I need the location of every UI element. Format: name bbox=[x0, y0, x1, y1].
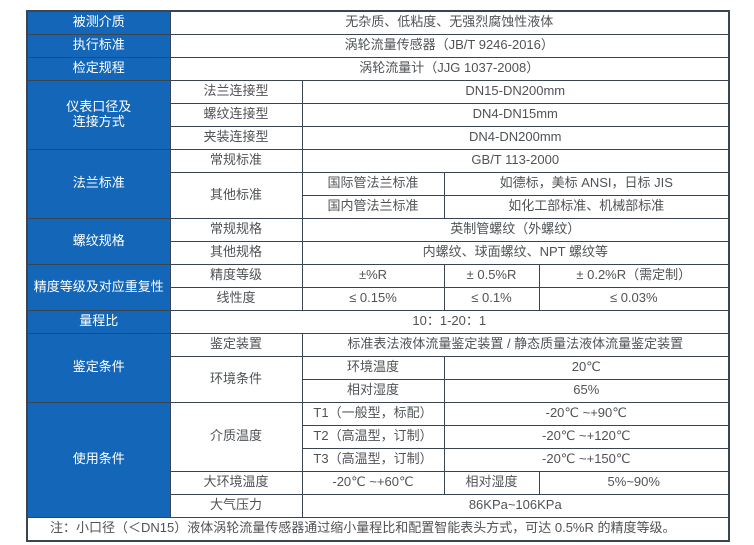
cell-linearity-3: ≤ 0.03% bbox=[538, 286, 730, 311]
cell-clamp-connection-label: 夹装连接型 bbox=[169, 125, 303, 150]
table-row: 相对湿度 65% bbox=[27, 378, 730, 403]
cell-t2-value: -20℃ ~+120℃ bbox=[443, 424, 730, 449]
flow-sensor-spec-table: 被测介质 无杂质、低粘度、无强烈腐蚀性液体 执行标准 涡轮流量传感器（JB/T … bbox=[26, 10, 731, 542]
table-row: 精度等级及对应重复性 精度等级 ±%R ± 0.5%R ± 0.2%R（需定制） bbox=[26, 263, 730, 311]
table-row: 夹装连接型 DN4-DN200mm bbox=[27, 125, 730, 150]
row-label-usage-condition: 使用条件 bbox=[26, 401, 171, 518]
table-row: 仪表口径及 连接方式 法兰连接型 DN15-DN200mm bbox=[26, 79, 730, 150]
cell-env-condition-label: 环境条件 bbox=[169, 355, 303, 403]
cell-ambient-temp-value: -20℃ ~+60℃ bbox=[301, 470, 445, 495]
table-row: 法兰标准 常规标准 GB/T 113-2000 bbox=[26, 148, 730, 219]
cell-linearity-1: ≤ 0.15% bbox=[301, 286, 445, 311]
cell-domestic-flange-label: 国内管法兰标准 bbox=[301, 194, 445, 219]
cell-t3-label: T3（高温型，订制） bbox=[301, 447, 445, 472]
cell-flange-connection-label: 法兰连接型 bbox=[169, 79, 303, 104]
row-label-verification-regulation: 检定规程 bbox=[26, 56, 171, 81]
cell-accuracy-grade-label: 精度等级 bbox=[169, 263, 303, 288]
cell-thread-connection-label: 螺纹连接型 bbox=[169, 102, 303, 127]
table-row: T3（高温型，订制） -20℃ ~+150℃ bbox=[27, 447, 730, 472]
table-row: 螺纹连接型 DN4-DN15mm bbox=[27, 102, 730, 127]
cell-ambient-temp-label: 大环境温度 bbox=[169, 470, 303, 495]
table-row: 被测介质 无杂质、低粘度、无强烈腐蚀性液体 bbox=[26, 10, 730, 35]
row-label-thread-spec: 螺纹规格 bbox=[26, 217, 171, 265]
cell-accuracy-grade-3: ± 0.2%R（需定制） bbox=[538, 263, 730, 288]
cell-verification-device-label: 鉴定装置 bbox=[169, 332, 303, 357]
table-row: 其他标准 国际管法兰标准 如德标，美标 ANSI，日标 JIS bbox=[27, 171, 730, 219]
row-label-flange-standard: 法兰标准 bbox=[26, 148, 171, 219]
row-label-diameter-connection: 仪表口径及 连接方式 bbox=[26, 79, 171, 150]
cell-execution-standard-value: 涡轮流量传感器（JB/T 9246-2016） bbox=[169, 33, 730, 58]
table-row: 注：小口径（＜DN15）液体涡轮流量传感器通过缩小量程比和配置智能表头方式，可达… bbox=[26, 516, 730, 542]
cell-env-humidity-label: 相对湿度 bbox=[301, 378, 445, 403]
cell-t1-value: -20℃ ~+90℃ bbox=[443, 401, 730, 426]
cell-env-temperature-value: 20℃ bbox=[443, 355, 730, 380]
cell-domestic-flange-value: 如化工部标准、机械部标准 bbox=[443, 194, 730, 219]
cell-regular-spec-label: 常规规格 bbox=[169, 217, 303, 242]
row-label-execution-standard: 执行标准 bbox=[26, 33, 171, 58]
table-row: 执行标准 涡轮流量传感器（JB/T 9246-2016） bbox=[26, 33, 730, 58]
cell-pressure-label: 大气压力 bbox=[169, 493, 303, 518]
table-row: 大环境温度 -20℃ ~+60℃ 相对湿度 5%~90% bbox=[27, 470, 730, 495]
row-label-verification-condition: 鉴定条件 bbox=[26, 332, 171, 403]
cell-regular-spec-value: 英制管螺纹（外螺纹） bbox=[301, 217, 730, 242]
table-row: 其他规格 内螺纹、球面螺纹、NPT 螺纹等 bbox=[27, 240, 730, 265]
row-label-accuracy-repeatability: 精度等级及对应重复性 bbox=[26, 263, 171, 311]
cell-ambient-humidity-label: 相对湿度 bbox=[443, 470, 540, 495]
cell-intl-flange-value: 如德标，美标 ANSI，日标 JIS bbox=[443, 171, 730, 196]
cell-t3-value: -20℃ ~+150℃ bbox=[443, 447, 730, 472]
footnote: 注：小口径（＜DN15）液体涡轮流量传感器通过缩小量程比和配置智能表头方式，可达… bbox=[26, 516, 730, 542]
cell-other-standard-label: 其他标准 bbox=[169, 171, 303, 219]
cell-other-spec-value: 内螺纹、球面螺纹、NPT 螺纹等 bbox=[301, 240, 730, 265]
cell-verification-device-value: 标准表法液体流量鉴定装置 / 静态质量法液体流量鉴定装置 bbox=[301, 332, 730, 357]
cell-t1-label: T1（一般型，标配） bbox=[301, 401, 445, 426]
table-row: 线性度 ≤ 0.15% ≤ 0.1% ≤ 0.03% bbox=[27, 286, 730, 311]
cell-env-temperature-label: 环境温度 bbox=[301, 355, 445, 380]
cell-medium-temp-label: 介质温度 bbox=[169, 401, 303, 472]
cell-ambient-humidity-value: 5%~90% bbox=[538, 470, 730, 495]
cell-intl-flange-label: 国际管法兰标准 bbox=[301, 171, 445, 196]
cell-t2-label: T2（高温型，订制） bbox=[301, 424, 445, 449]
cell-flange-connection-value: DN15-DN200mm bbox=[301, 79, 730, 104]
cell-measured-medium-value: 无杂质、低粘度、无强烈腐蚀性液体 bbox=[169, 10, 730, 35]
table-row: 国内管法兰标准 如化工部标准、机械部标准 bbox=[27, 194, 730, 219]
cell-env-humidity-value: 65% bbox=[443, 378, 730, 403]
cell-accuracy-grade-1: ±%R bbox=[301, 263, 445, 288]
cell-other-spec-label: 其他规格 bbox=[169, 240, 303, 265]
cell-linearity-label: 线性度 bbox=[169, 286, 303, 311]
table-row: 检定规程 涡轮流量计（JJG 1037-2008） bbox=[26, 56, 730, 81]
row-label-turndown-ratio: 量程比 bbox=[26, 309, 171, 334]
row-label-measured-medium: 被测介质 bbox=[26, 10, 171, 35]
table-row: 量程比 10：1-20：1 bbox=[26, 309, 730, 334]
cell-thread-connection-value: DN4-DN15mm bbox=[301, 102, 730, 127]
table-row: 大气压力 86KPa~106KPa bbox=[27, 493, 730, 518]
cell-linearity-2: ≤ 0.1% bbox=[443, 286, 540, 311]
table-row: 使用条件 介质温度 T1（一般型，标配） -20℃ ~+90℃ bbox=[26, 401, 730, 518]
cell-pressure-value: 86KPa~106KPa bbox=[301, 493, 730, 518]
table-row: 鉴定条件 鉴定装置 标准表法液体流量鉴定装置 / 静态质量法液体流量鉴定装置 bbox=[26, 332, 730, 403]
cell-accuracy-grade-2: ± 0.5%R bbox=[443, 263, 540, 288]
cell-regular-standard-label: 常规标准 bbox=[169, 148, 303, 173]
cell-verification-regulation-value: 涡轮流量计（JJG 1037-2008） bbox=[169, 56, 730, 81]
cell-regular-standard-value: GB/T 113-2000 bbox=[301, 148, 730, 173]
cell-clamp-connection-value: DN4-DN200mm bbox=[301, 125, 730, 150]
cell-turndown-ratio-value: 10：1-20：1 bbox=[169, 309, 730, 334]
table-row: 螺纹规格 常规规格 英制管螺纹（外螺纹） bbox=[26, 217, 730, 265]
